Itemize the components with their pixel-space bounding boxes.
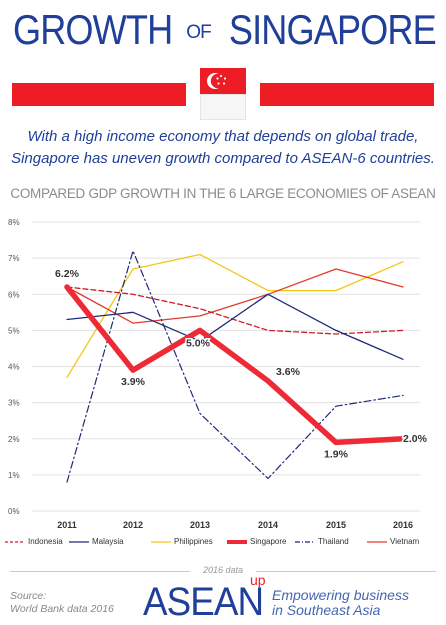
data-label: 2.0% [403,433,428,445]
data-label: 3.6% [276,366,301,378]
data-label: 1.9% [324,448,349,460]
legend-swatch [295,540,315,543]
data-label: 6.2% [55,268,80,280]
legend-item-indonesia: Indonesia [4,537,63,546]
source-label: Source: [10,590,47,602]
intro-line-2: Singapore has uneven growth compared to … [11,150,435,167]
chart-title: COMPARED GDP GROWTH IN THE 6 LARGE ECONO… [10,186,436,201]
intro-line-1: With a high income economy that depends … [27,128,419,145]
singapore-flag-icon [200,68,246,120]
legend-label: Singapore [250,537,287,546]
legend-label: Indonesia [28,537,63,546]
series-line-singapore [64,284,406,446]
series-line-malaysia [66,293,404,360]
title-growth: GROWTH [12,6,173,53]
legend-item-singapore: Singapore [226,537,286,546]
legend-label: Vietnam [390,537,420,546]
tagline: Empowering business in Southeast Asia [272,588,409,618]
gdp-growth-line-chart: 0% 1% 2% 3% 4% 5% 6% 7% 8% 2011 2012 2013 2014 2015 20… [8,218,429,530]
series-line-vietnam [66,268,404,324]
x-tick-label: 2016 [393,520,413,530]
series-line-thailand [66,250,404,483]
y-tick-label: 6% [8,290,20,299]
legend-label: Thailand [318,537,349,546]
legend-item-malaysia: Malaysia [68,537,124,546]
left-red-band [12,83,186,106]
source-credit: Source: World Bank data 2016 [10,590,114,616]
data-year-note: 2016 data [202,565,244,575]
legend-swatch [5,540,25,543]
legend-item-vietnam: Vietnam [366,537,419,546]
y-tick-label: 4% [8,363,20,372]
footer-divider-right [256,571,436,572]
y-tick-label: 3% [8,399,20,408]
y-tick-label: 7% [8,254,20,263]
y-tick-label: 5% [8,326,20,335]
series-line-philippines [66,253,404,378]
legend-swatch [227,539,247,544]
y-tick-label: 1% [8,471,20,480]
x-tick-label: 2014 [258,520,278,530]
page-title: GROWTH OF SINGAPORE [0,6,446,54]
x-tick-label: 2013 [190,520,210,530]
footer-divider-left [10,571,190,572]
tagline-line-2: in Southeast Asia [272,602,381,618]
x-tick-label: 2015 [326,520,346,530]
y-tick-label: 2% [8,435,20,444]
legend-item-philippines: Philippines [150,537,213,546]
chart-legend: Indonesia Malaysia Philippines Singapore Tha… [4,537,444,551]
source-text: World Bank data 2016 [10,603,114,615]
legend-item-thailand: Thailand [294,537,349,546]
x-tick-label: 2012 [123,520,143,530]
intro-text: With a high income economy that depends … [0,126,446,170]
legend-swatch [367,540,387,543]
aseanup-logo: ASEAN [143,580,264,624]
aseanup-logo-sup: up [250,572,266,588]
data-label: 5.0% [186,337,211,349]
legend-swatch [151,540,171,543]
data-label: 3.9% [121,376,146,388]
y-tick-label: 8% [8,218,20,227]
title-of: OF [186,22,211,43]
legend-label: Malaysia [92,537,124,546]
x-tick-label: 2011 [57,520,77,530]
right-red-band [260,83,434,106]
legend-label: Philippines [174,537,213,546]
legend-swatch [69,540,89,543]
y-tick-label: 0% [8,507,20,516]
tagline-line-1: Empowering business [272,587,409,603]
series-line-indonesia [66,286,404,335]
title-singapore: SINGAPORE [228,6,437,53]
